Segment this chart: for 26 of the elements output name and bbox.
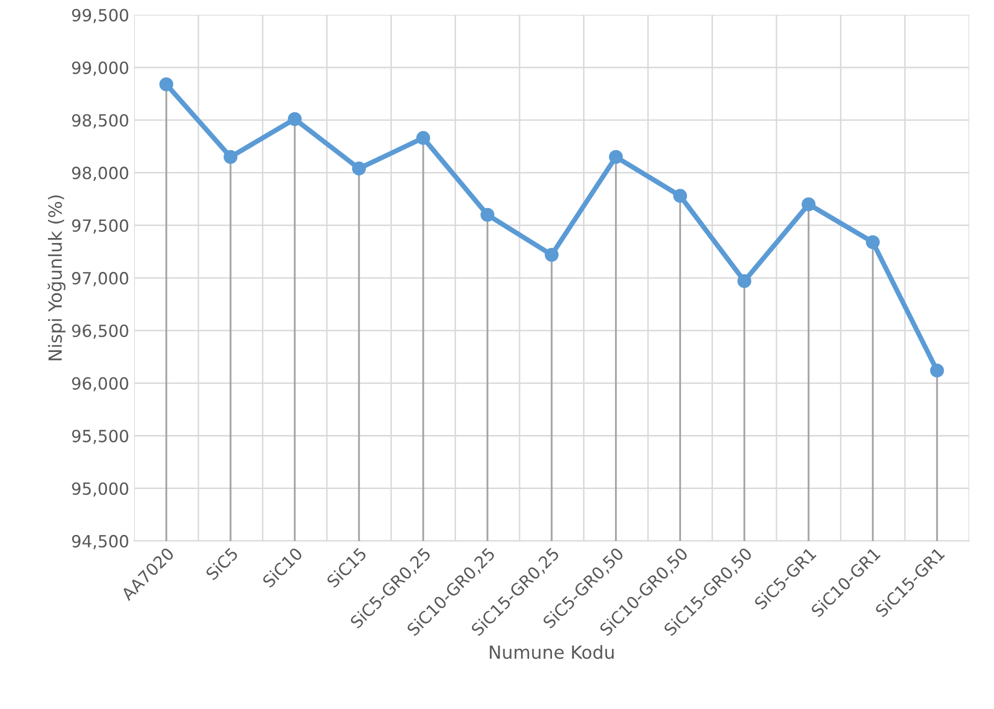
point bbox=[416, 131, 430, 145]
y-tick-label: 97,500 bbox=[72, 219, 128, 234]
y-tick-label: 96,500 bbox=[72, 324, 128, 339]
point bbox=[866, 235, 880, 250]
y-tick-label: 99,500 bbox=[72, 8, 128, 24]
y-tick-label: 95,000 bbox=[72, 482, 128, 497]
point bbox=[544, 248, 559, 262]
y-tick-label: 99,000 bbox=[72, 61, 128, 76]
point bbox=[159, 77, 174, 92]
x-axis-title: Numune Kodu bbox=[490, 645, 614, 659]
point bbox=[802, 197, 816, 212]
point bbox=[737, 274, 752, 288]
y-axis-title: Nispi Yoğunluk (%) bbox=[48, 195, 66, 360]
point bbox=[352, 162, 366, 176]
point bbox=[224, 150, 238, 164]
point bbox=[930, 364, 944, 378]
y-tick-label: 98,000 bbox=[72, 166, 128, 181]
point bbox=[673, 188, 688, 203]
y-tick-label: 97,000 bbox=[72, 272, 128, 286]
point bbox=[480, 208, 494, 222]
y-tick-label: 95,500 bbox=[72, 430, 128, 444]
y-tick-label: 96,000 bbox=[72, 377, 128, 392]
point bbox=[608, 150, 623, 164]
y-tick-label: 94,500 bbox=[72, 534, 128, 550]
y-tick-label: 98,500 bbox=[72, 114, 128, 128]
point bbox=[288, 112, 302, 126]
